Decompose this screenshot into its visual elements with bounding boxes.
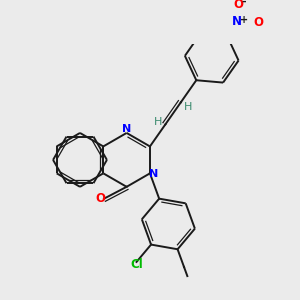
Text: O: O — [233, 0, 243, 11]
Text: N: N — [232, 15, 242, 28]
Text: Cl: Cl — [130, 258, 143, 271]
Text: H: H — [184, 102, 193, 112]
Text: O: O — [253, 16, 263, 29]
Text: -: - — [242, 0, 246, 7]
Text: N: N — [122, 124, 131, 134]
Text: H: H — [154, 117, 162, 127]
Text: O: O — [95, 192, 105, 205]
Text: N: N — [149, 169, 158, 179]
Text: +: + — [240, 15, 248, 25]
